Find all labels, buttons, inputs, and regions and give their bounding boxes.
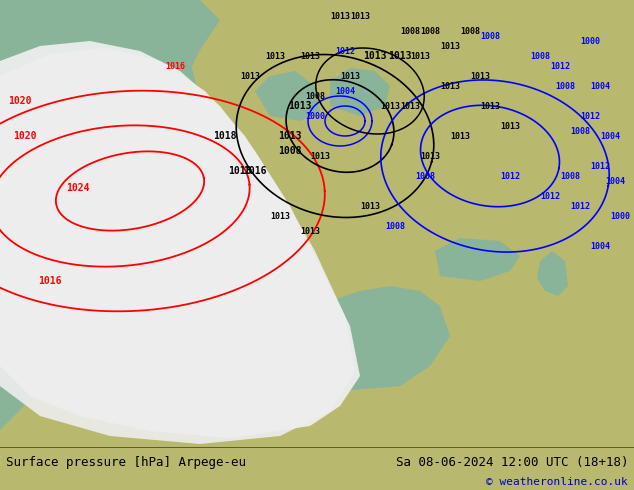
Polygon shape [0,0,360,438]
Text: 1008: 1008 [560,172,580,180]
Text: 1024: 1024 [66,183,90,193]
Text: 1004: 1004 [605,176,625,186]
Text: 1008: 1008 [400,26,420,35]
Text: 1013: 1013 [340,72,360,80]
Text: 1008: 1008 [305,92,325,100]
Text: 1020: 1020 [8,96,32,106]
Polygon shape [330,68,390,116]
Text: 1013: 1013 [360,201,380,211]
Text: 1004: 1004 [600,131,620,141]
Text: 1004: 1004 [590,242,610,250]
Text: 1020: 1020 [13,131,37,141]
Text: 1013: 1013 [420,151,440,161]
Text: 1004: 1004 [335,87,355,96]
Text: 1013: 1013 [240,72,260,80]
Text: 1012: 1012 [570,201,590,211]
Text: 1008: 1008 [415,172,435,180]
Text: 1008: 1008 [385,221,405,230]
Text: 1013: 1013 [300,51,320,60]
Text: 1013: 1013 [300,226,320,236]
Text: 1012: 1012 [580,112,600,121]
Text: 1013: 1013 [440,42,460,50]
Text: 1000: 1000 [610,212,630,220]
Text: 1008: 1008 [570,126,590,136]
Text: 1008: 1008 [555,81,575,91]
Text: 1013: 1013 [270,212,290,220]
Polygon shape [0,30,355,444]
Text: © weatheronline.co.uk: © weatheronline.co.uk [486,477,628,487]
Polygon shape [255,71,320,121]
Text: 1013: 1013 [380,101,400,111]
Text: 1013: 1013 [450,131,470,141]
Text: 1000: 1000 [580,36,600,46]
Text: 1013: 1013 [363,51,387,61]
Text: 1013: 1013 [410,51,430,60]
Text: 1013: 1013 [500,122,520,130]
Text: 1008: 1008 [460,26,480,35]
Text: Sa 08-06-2024 12:00 UTC (18+18): Sa 08-06-2024 12:00 UTC (18+18) [396,456,628,469]
Text: 1012: 1012 [540,192,560,200]
Text: 1016: 1016 [165,62,185,71]
Text: 1012: 1012 [335,47,355,55]
Text: 1013: 1013 [350,11,370,21]
Text: 1013: 1013 [288,101,312,111]
Text: 1016: 1016 [38,276,61,286]
Text: 1013: 1013 [400,101,420,111]
Text: 1013: 1013 [388,51,411,61]
Polygon shape [130,0,220,80]
Text: 1012: 1012 [500,172,520,180]
Text: 1008: 1008 [530,51,550,60]
Text: 1018: 1018 [213,131,236,141]
Text: 1012: 1012 [590,162,610,171]
Text: 1013: 1013 [310,151,330,161]
Polygon shape [435,238,520,281]
Text: 1004: 1004 [590,81,610,91]
Text: 1013: 1013 [228,166,252,176]
Polygon shape [0,0,200,446]
Polygon shape [0,0,185,446]
Text: 1016: 1016 [243,166,267,176]
Text: 1013: 1013 [278,131,302,141]
Text: 1008: 1008 [420,26,440,35]
Polygon shape [265,286,450,391]
Text: Surface pressure [hPa] Arpege-eu: Surface pressure [hPa] Arpege-eu [6,456,246,469]
Text: 1013: 1013 [470,72,490,80]
Text: 1013: 1013 [480,101,500,111]
Text: 1013: 1013 [440,81,460,91]
Text: 1013: 1013 [265,51,285,60]
Text: 1013: 1013 [330,11,350,21]
Text: 1008: 1008 [278,146,302,156]
Text: 1000: 1000 [305,112,325,121]
Polygon shape [537,251,568,296]
Text: 1008: 1008 [480,31,500,41]
Text: 1012: 1012 [550,62,570,71]
